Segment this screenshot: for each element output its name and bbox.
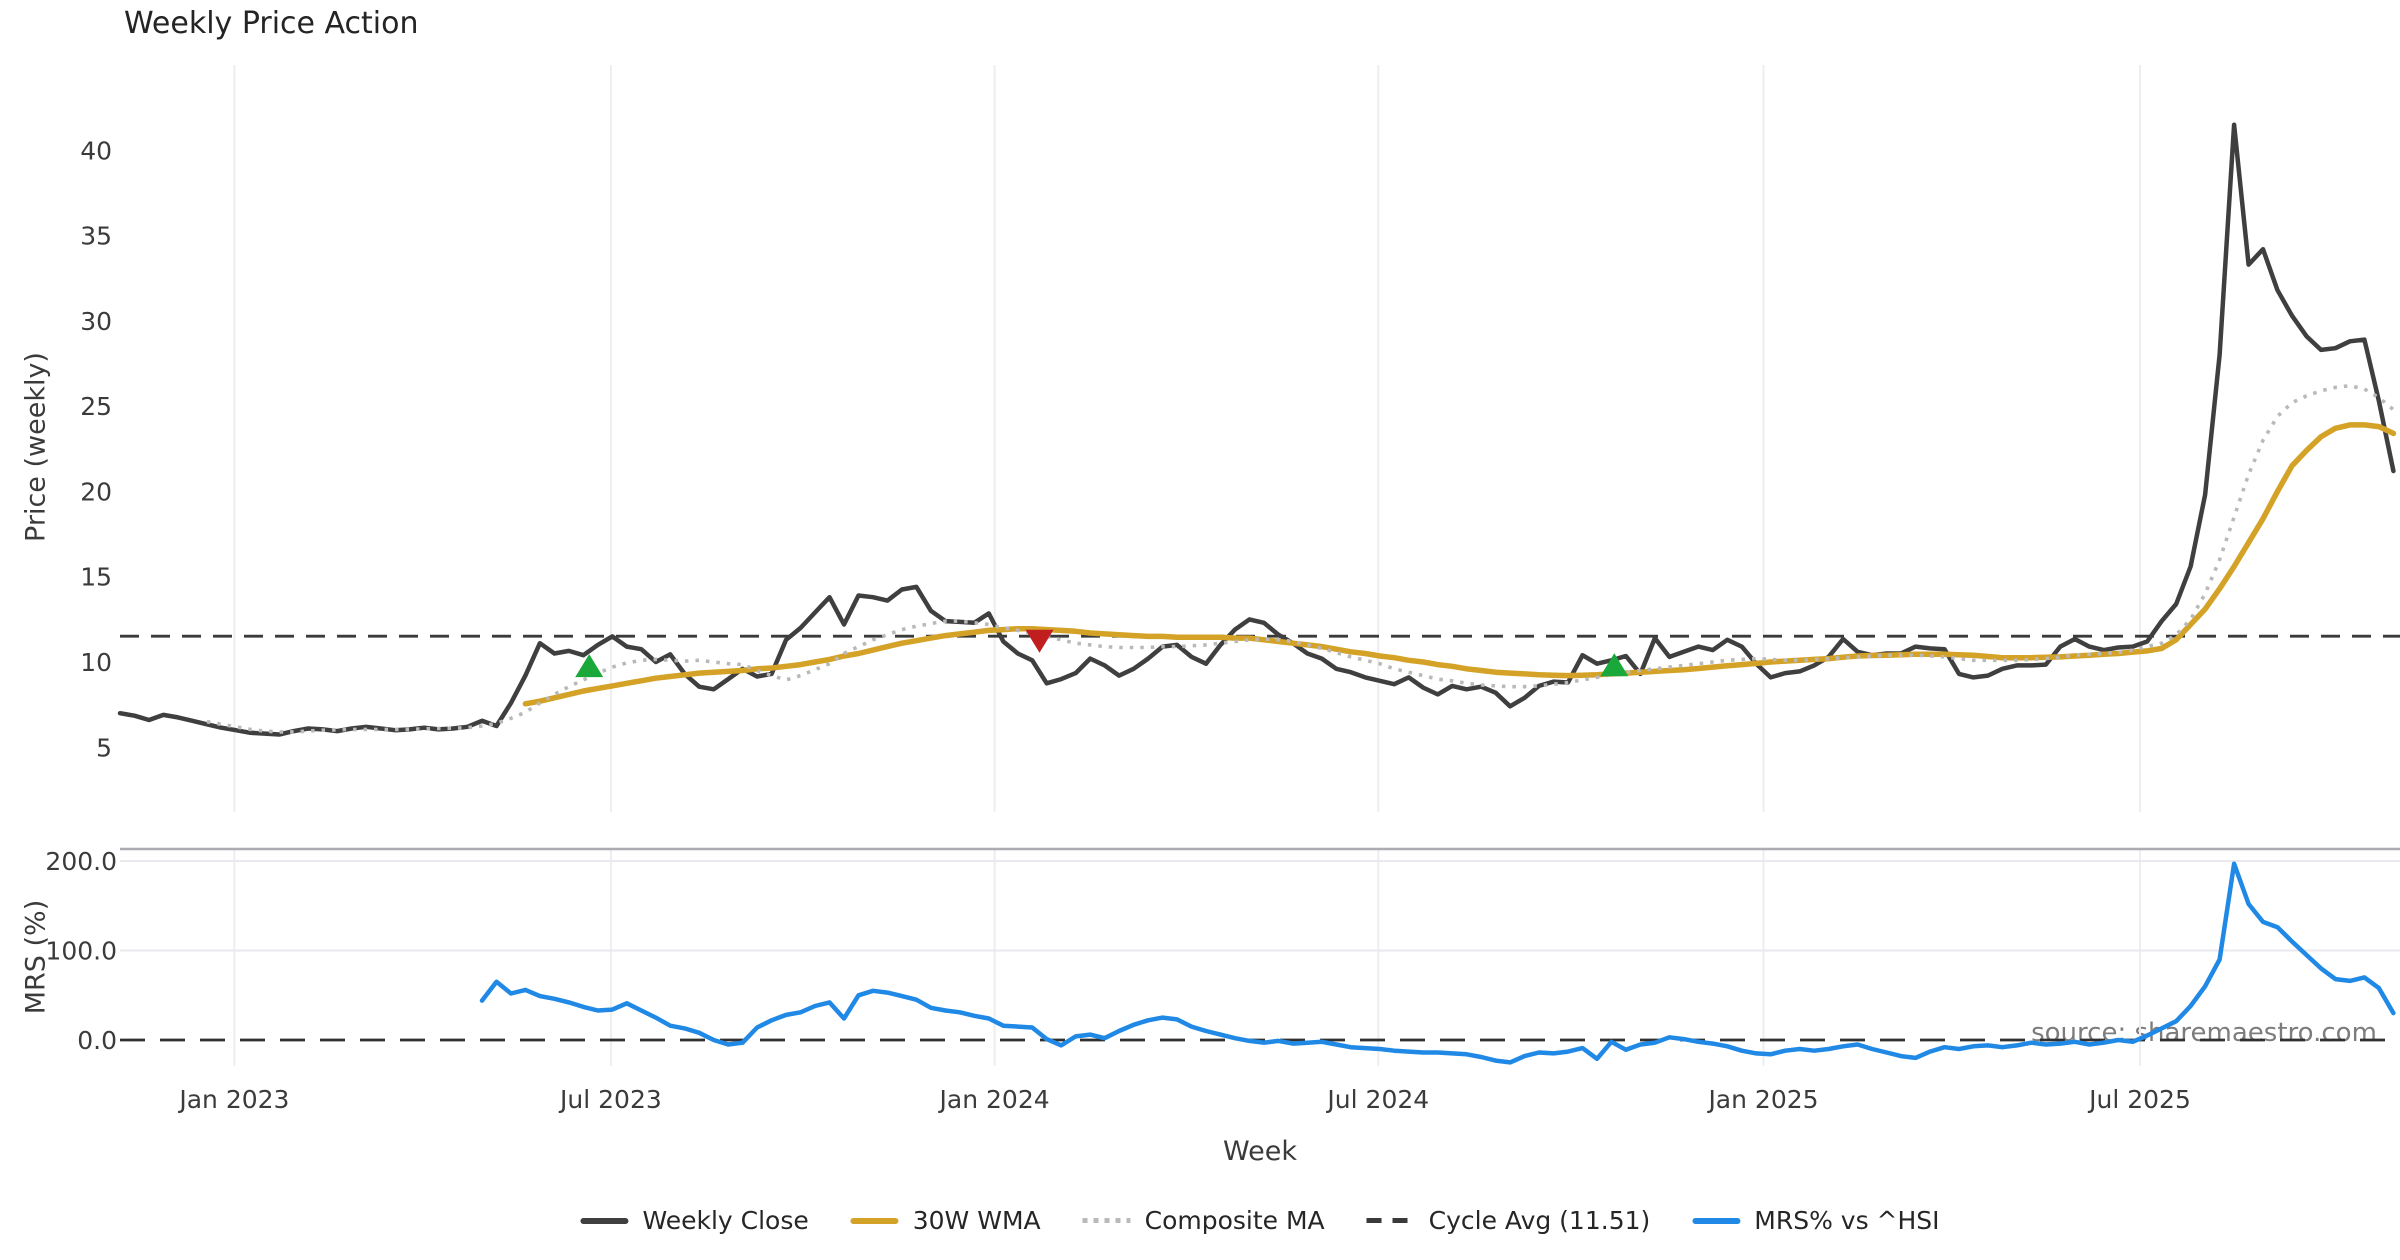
mrs-vs-hsi-line xyxy=(479,861,2396,1065)
price-tick-label: 40 xyxy=(80,136,112,165)
mrs-swatch-icon xyxy=(1692,1217,1741,1224)
sell-signal-marker xyxy=(1025,629,1054,653)
legend-label: Weekly Close xyxy=(642,1206,809,1235)
x-tick-label: Jan 2023 xyxy=(177,1085,289,1114)
price-tick-label: 25 xyxy=(80,392,112,421)
legend: Weekly Close 30W WMA Composite MA Cycle … xyxy=(580,1206,1940,1235)
30w-wma-line xyxy=(522,422,2397,707)
legend-item-composite-ma: Composite MA xyxy=(1082,1206,1325,1235)
price-tick-label: 5 xyxy=(96,733,112,762)
buy-signal-marker xyxy=(1600,653,1629,677)
week-axis-label: Week xyxy=(1223,1136,1297,1167)
x-tick-label: Jul 2023 xyxy=(558,1085,662,1114)
buy-signal-marker xyxy=(575,654,604,678)
mrs-tick-label: 100.0 xyxy=(45,937,117,966)
x-tick-label: Jul 2024 xyxy=(1325,1085,1429,1114)
legend-item-mrs: MRS% vs ^HSI xyxy=(1692,1206,1940,1235)
mrs-tick-label: 200.0 xyxy=(45,847,117,876)
composite-ma-swatch-icon xyxy=(1082,1218,1131,1223)
cycle-avg-swatch-icon xyxy=(1366,1218,1415,1223)
legend-label: Cycle Avg (11.51) xyxy=(1428,1206,1651,1235)
weekly-close-swatch-icon xyxy=(580,1217,629,1224)
mrs-tick-label: 0.0 xyxy=(77,1026,117,1055)
price-tick-label: 30 xyxy=(80,307,112,336)
legend-label: Composite MA xyxy=(1144,1206,1325,1235)
legend-item-30w-wma: 30W WMA xyxy=(850,1206,1041,1235)
legend-label: MRS% vs ^HSI xyxy=(1754,1206,1940,1235)
price-tick-label: 15 xyxy=(80,563,112,592)
x-tick-label: Jan 2025 xyxy=(1706,1085,1818,1114)
wma-swatch-icon xyxy=(850,1217,899,1224)
legend-item-weekly-close: Weekly Close xyxy=(580,1206,809,1235)
price-tick-label: 35 xyxy=(80,222,112,251)
chart-title: Weekly Price Action xyxy=(124,6,419,41)
price-tick-label: 20 xyxy=(80,477,112,506)
x-tick-label: Jan 2024 xyxy=(938,1085,1050,1114)
legend-item-cycle-avg: Cycle Avg (11.51) xyxy=(1366,1206,1651,1235)
composite-ma-line xyxy=(206,383,2395,734)
price-tick-label: 10 xyxy=(80,648,112,677)
x-tick-label: Jul 2025 xyxy=(2087,1085,2191,1114)
weekly-close-line xyxy=(117,122,2396,737)
price-axis-label: Price (weekly) xyxy=(20,352,52,542)
legend-label: 30W WMA xyxy=(912,1206,1041,1235)
mrs-axis-label: MRS (%) xyxy=(20,899,52,1015)
